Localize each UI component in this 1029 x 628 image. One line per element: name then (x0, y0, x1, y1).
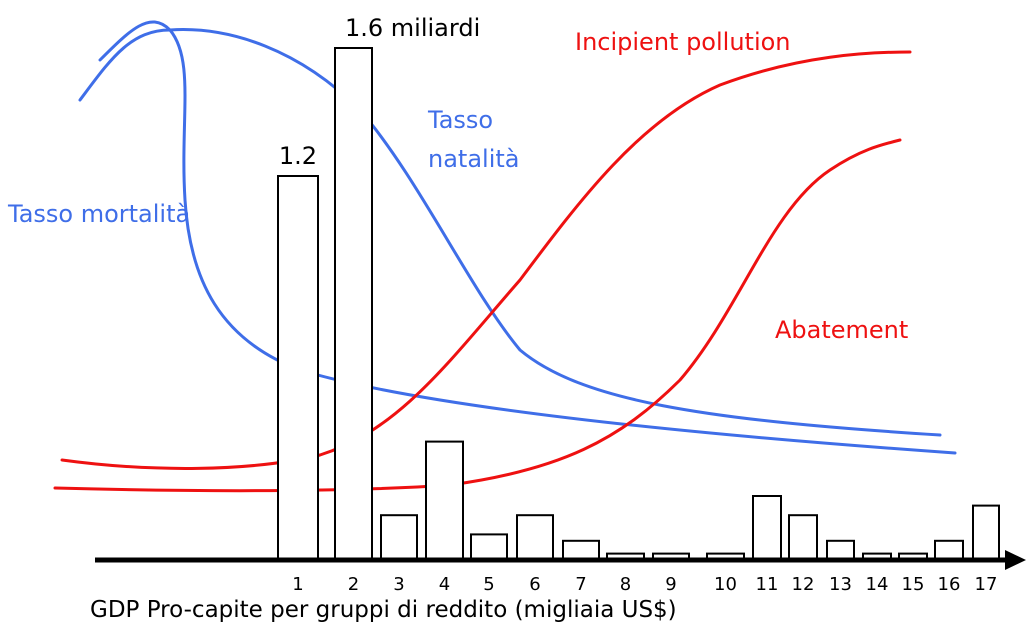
bar (334, 47, 373, 561)
bar (516, 514, 554, 562)
bar (380, 514, 418, 562)
annotation: Tasso mortalità (7, 200, 190, 228)
x-tick-label: 16 (938, 574, 961, 595)
x-tick-label: 12 (792, 574, 815, 595)
x-tick-label: 11 (756, 574, 779, 595)
bar (972, 504, 1000, 562)
annotation: Incipient pollution (575, 28, 791, 56)
x-axis-label: GDP Pro-capite per gruppi di reddito (mi… (90, 597, 677, 623)
x-axis-arrow (1005, 550, 1026, 570)
x-tick-label: 10 (714, 574, 737, 595)
value-label: 1.2 (279, 142, 317, 170)
x-tick-label: 5 (483, 574, 494, 595)
x-tick-label: 7 (575, 574, 586, 595)
death-rate-curve (98, 20, 957, 455)
annotation: Tasso (427, 106, 493, 134)
annotation: natalità (428, 145, 520, 173)
incipient-pollution-curve (60, 50, 912, 470)
x-tick-label: 4 (439, 574, 450, 595)
x-tick-label: 8 (620, 574, 631, 595)
x-tick-label: 2 (348, 574, 359, 595)
x-tick-label: 17 (975, 574, 998, 595)
curves (53, 20, 957, 493)
bar (470, 533, 508, 562)
birth-rate-curve (78, 28, 942, 437)
x-tick-label: 14 (866, 574, 889, 595)
bar (425, 440, 464, 562)
bar (826, 539, 855, 561)
x-tick-label: 3 (393, 574, 404, 595)
bar (752, 495, 782, 561)
x-tick-label: 1 (292, 574, 303, 595)
bar (562, 539, 600, 561)
x-tick-label: 6 (529, 574, 540, 595)
bar (277, 175, 319, 561)
x-tick-label: 15 (902, 574, 925, 595)
x-tick-label: 9 (665, 574, 676, 595)
value-label: 1.6 miliardi (345, 14, 480, 42)
bar (788, 514, 818, 562)
bar (934, 539, 964, 561)
annotation: Abatement (775, 316, 908, 344)
x-tick-label: 13 (829, 574, 852, 595)
